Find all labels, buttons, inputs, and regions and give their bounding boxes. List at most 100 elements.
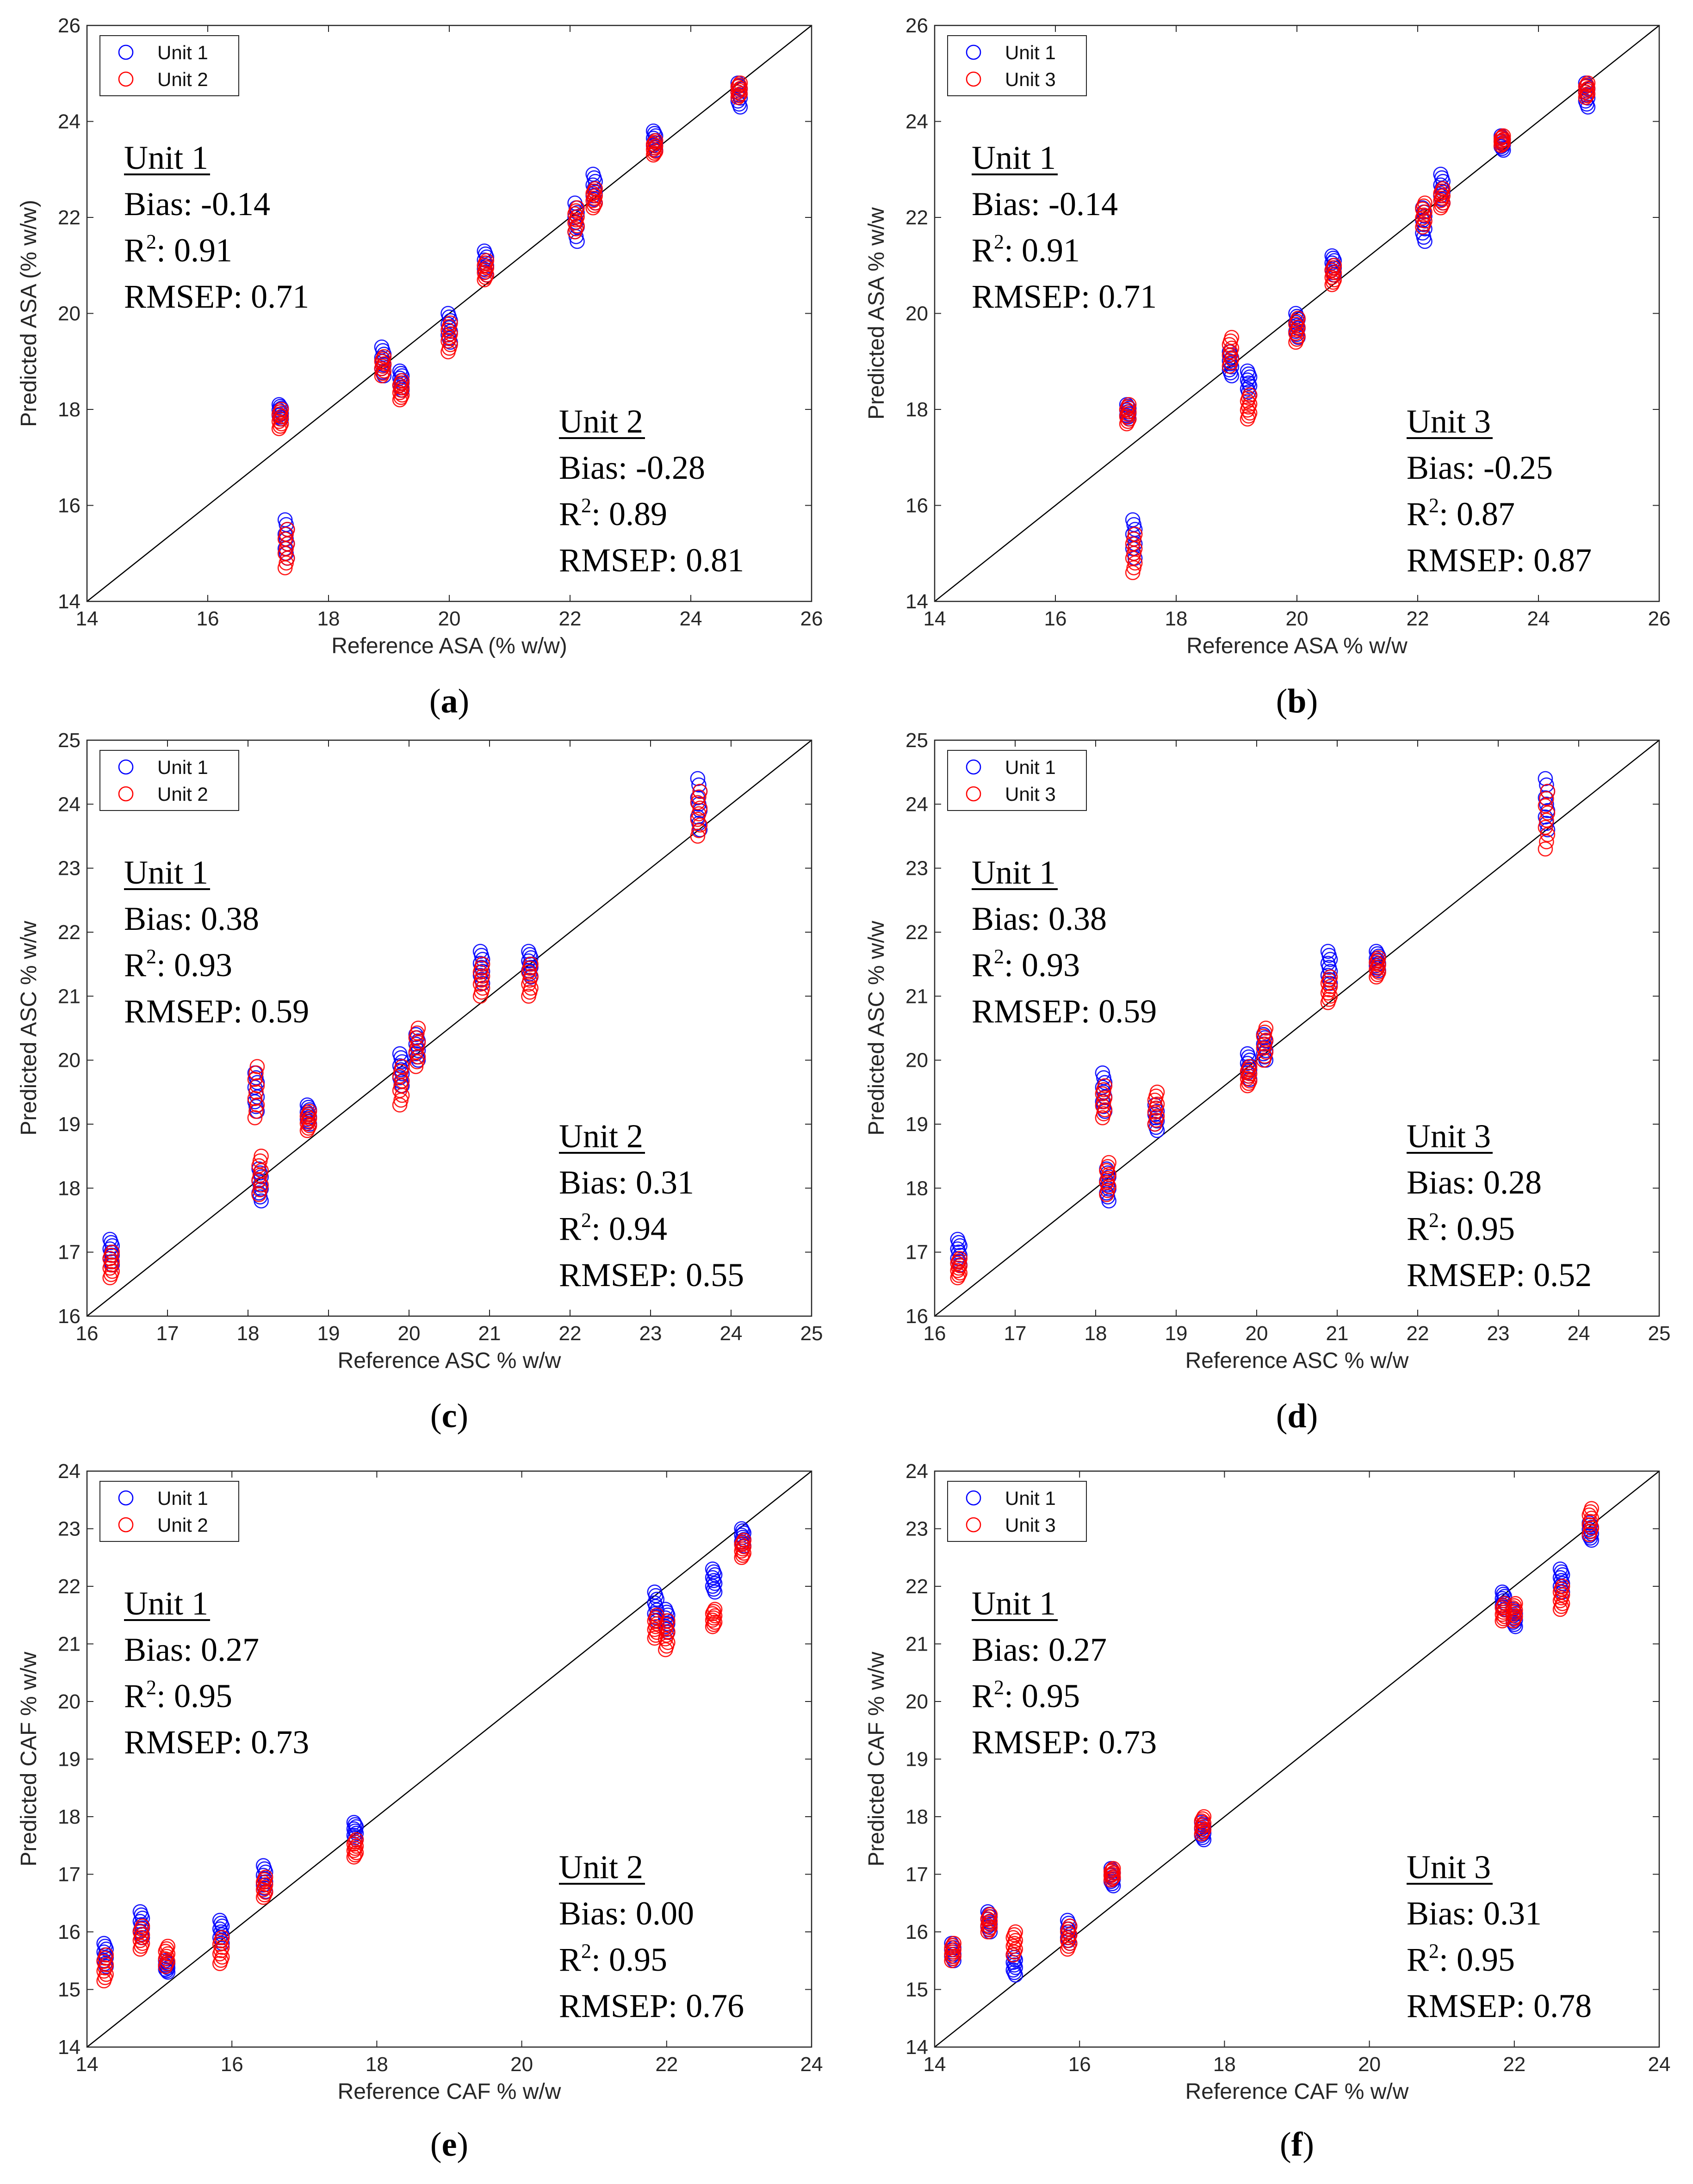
data-point [734,1543,750,1559]
data-point [1584,1510,1600,1526]
data-point [1555,1587,1570,1602]
data-point [645,136,661,152]
x-tick-label: 20 [1358,2053,1381,2076]
chart-panel-d: 16 17 18 19 20 21 22 23 24 2516171819202122232425… [864,729,1670,1373]
data-point [588,181,603,197]
stats-r2-value: : 0.93 [156,947,232,984]
data-point [1149,1108,1165,1124]
data-point [690,790,706,805]
data-point [690,771,706,786]
data-point [647,1595,663,1611]
data-point [1194,1813,1209,1829]
stats-r2: R2: 0.95 [124,1676,232,1714]
data-point [691,777,707,793]
y-tick-label: 15 [905,1979,928,2001]
x-tick-label: 26 [1648,607,1671,630]
data-point [408,1027,424,1042]
data-point [660,1613,676,1628]
legend-label: Unit 1 [1005,756,1056,778]
data-point [1538,820,1553,835]
data-point [706,1604,721,1619]
x-axis-label: Reference ASA % w/w [1186,634,1408,658]
data-layer [950,771,1556,1286]
x-tick-label: 20 [510,2053,533,2076]
legend-marker [118,786,134,802]
y-tick-label: 18 [58,1177,81,1200]
x-tick-label: 24 [800,2053,823,2076]
x-tick-label: 21 [478,1322,501,1345]
y-tick-label: 17 [58,1241,81,1264]
data-point [690,811,706,827]
data-point [1326,250,1341,266]
stats-bias: Bias: 0.27 [124,1631,259,1668]
data-point [1101,1179,1116,1194]
stats-rmsep: RMSEP: 0.59 [124,993,309,1030]
stats-r2-value: : 0.91 [156,232,232,269]
stats-r2: R2: 0.91 [124,230,232,269]
y-tick-label: 14 [905,2036,928,2059]
data-point [1507,1598,1522,1614]
data-point [1538,771,1553,786]
data-point [523,980,539,996]
data-point [982,1907,998,1922]
data-point [1540,784,1556,799]
data-point [102,1241,118,1257]
data-point [570,218,585,234]
data-layer [944,1501,1600,1983]
data-point [347,1834,363,1850]
y-tick-label: 20 [905,1049,928,1072]
data-point [1101,1167,1116,1182]
legend-label: Unit 1 [1005,1487,1056,1509]
stats-r2-value: : 0.95 [156,1677,232,1714]
data-point [980,1924,996,1940]
x-tick-label: 21 [1326,1322,1349,1345]
data-point [1539,797,1554,812]
data-point [1540,805,1556,821]
stats-r2-value: : 0.93 [1004,947,1080,984]
data-point [251,1161,267,1177]
data-point [950,1231,965,1247]
stats-r2-value: : 0.89 [591,495,667,532]
y-tick-label: 22 [905,921,928,944]
axes-box [934,1470,1660,2048]
stats-r2-value: : 0.91 [1004,232,1080,269]
data-point [732,77,747,93]
data-point [1290,310,1306,326]
stats-r2: R2: 0.95 [1407,1209,1515,1247]
caption-open: ( [1276,1397,1288,1435]
stats-r2: R2: 0.87 [1407,494,1515,532]
data-point [570,209,585,225]
stats-r2-superscript: 2 [146,1676,156,1699]
y-tick-label: 14 [905,590,928,613]
data-point [1097,1102,1113,1118]
x-tick-label: 18 [237,1322,260,1345]
data-point [707,1602,723,1617]
stats-unit-1: Unit 1 Bias: -0.14 R2: 0.91 RMSEP: 0.71 [124,139,309,315]
x-tick-label: 16 [76,1322,99,1345]
data-point [736,1533,752,1548]
y-tick-label: 21 [905,1633,928,1656]
data-point [1103,1868,1119,1883]
data-point [690,795,706,810]
data-point [1005,1962,1021,1978]
x-tick-label: 26 [800,607,823,630]
y-tick-label: 20 [905,303,928,325]
panel-caption: (d) [1276,1397,1318,1435]
y-tick-label: 16 [58,1921,81,1943]
x-tick-label: 17 [156,1322,179,1345]
data-point [586,183,602,199]
stats-rmsep: RMSEP: 0.81 [559,542,744,579]
stats-r2-value: : 0.95 [1439,1210,1515,1247]
y-tick-label: 17 [58,1863,81,1886]
x-tick-label: 22 [1407,1322,1429,1345]
y-tick-label: 21 [58,1633,81,1656]
data-point [105,1263,120,1279]
data-point [1097,1090,1113,1106]
legend-marker [966,71,981,87]
data-point [1241,1061,1256,1077]
caption-letter: c [442,1397,457,1435]
y-tick-label: 22 [58,206,81,229]
data-point [96,1936,112,1951]
data-point [212,1912,228,1928]
data-point [1506,1613,1521,1628]
